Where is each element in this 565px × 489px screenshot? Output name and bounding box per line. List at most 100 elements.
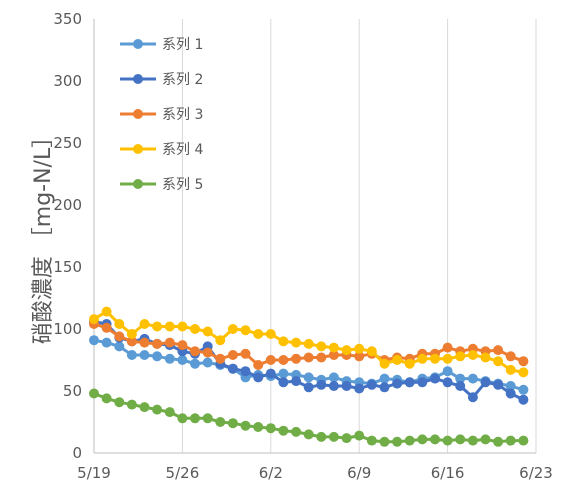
data-point	[202, 413, 213, 424]
data-point	[253, 372, 264, 383]
data-point	[493, 345, 504, 356]
data-point	[164, 321, 175, 332]
data-point	[101, 306, 112, 317]
data-point	[190, 324, 200, 334]
data-point	[505, 381, 516, 391]
data-point	[139, 350, 150, 360]
legend-label: 系列 2	[162, 72, 203, 88]
data-point	[341, 381, 352, 391]
data-point	[190, 346, 200, 357]
data-point	[202, 326, 213, 337]
data-point	[518, 356, 529, 367]
data-point	[328, 350, 339, 360]
data-point	[417, 353, 428, 364]
data-point	[392, 378, 403, 389]
y-tick-label: 250	[53, 134, 82, 152]
data-point	[354, 351, 365, 362]
data-point	[278, 368, 289, 379]
legend-item: 系列 1	[120, 37, 203, 53]
y-tick-label: 150	[53, 258, 82, 276]
data-point	[164, 353, 175, 364]
data-point	[303, 352, 314, 363]
data-point	[278, 336, 289, 347]
data-point	[227, 363, 238, 374]
data-point	[303, 372, 314, 383]
data-point	[303, 382, 314, 393]
x-tick-label: 6/2	[259, 464, 283, 482]
x-tick-label: 5/26	[166, 464, 200, 482]
data-point	[493, 356, 504, 367]
data-point	[404, 435, 415, 446]
data-point	[101, 393, 112, 404]
data-point	[215, 417, 226, 427]
data-point	[430, 434, 440, 445]
series-layer	[89, 306, 529, 447]
legend-label: 系列 1	[162, 37, 203, 53]
legend-swatch-marker	[133, 144, 143, 154]
data-point	[177, 340, 188, 351]
data-point	[404, 358, 415, 369]
legend-label: 系列 4	[162, 142, 203, 158]
data-point	[253, 360, 264, 370]
legend-swatch-marker	[133, 179, 143, 189]
data-point	[139, 337, 150, 348]
y-tick-label: 300	[53, 72, 82, 90]
data-point	[152, 351, 163, 362]
data-point	[126, 350, 137, 360]
legend-swatch-marker	[133, 109, 143, 119]
data-point	[341, 433, 352, 444]
y-tick-label: 350	[53, 10, 82, 28]
data-point	[152, 321, 163, 332]
data-point	[328, 342, 339, 353]
data-point	[177, 321, 188, 332]
data-point	[177, 413, 188, 424]
data-point	[493, 436, 504, 447]
data-point	[278, 425, 289, 436]
data-point	[202, 347, 213, 358]
data-point	[316, 431, 327, 442]
legend-label: 系列 5	[162, 177, 203, 193]
data-point	[114, 397, 125, 408]
data-point	[417, 434, 428, 445]
data-point	[505, 388, 516, 399]
legend-swatch-marker	[133, 74, 143, 84]
data-point	[354, 383, 365, 394]
data-point	[442, 353, 453, 364]
data-point	[328, 372, 339, 383]
data-point	[518, 367, 529, 378]
data-point	[303, 429, 314, 440]
data-point	[467, 350, 478, 360]
data-point	[366, 379, 377, 390]
data-point	[89, 335, 99, 346]
y-tick-label: 0	[72, 444, 82, 462]
data-point	[442, 377, 453, 388]
data-point	[366, 435, 377, 446]
data-point	[152, 404, 163, 415]
y-tick-label: 200	[53, 196, 82, 214]
data-point	[240, 420, 251, 431]
data-point	[430, 373, 440, 384]
data-point	[341, 345, 352, 356]
data-point	[354, 343, 365, 354]
data-point	[89, 314, 99, 325]
data-point	[518, 435, 529, 446]
data-point	[442, 435, 453, 446]
legend: 系列 1 系列 2 系列 3 系列 4 系列 5	[120, 37, 203, 193]
data-point	[101, 337, 112, 348]
data-point	[316, 379, 327, 390]
legend-swatch-marker	[133, 39, 143, 49]
legend-label: 系列 3	[162, 107, 203, 123]
x-tick-label: 6/16	[431, 464, 465, 482]
data-point	[126, 329, 137, 339]
data-point	[215, 353, 226, 364]
data-point	[316, 352, 327, 363]
legend-item: 系列 4	[120, 142, 203, 158]
data-point	[291, 426, 302, 437]
data-point	[480, 352, 491, 363]
data-point	[505, 351, 516, 362]
data-point	[518, 394, 529, 405]
series-5	[89, 388, 529, 447]
data-point	[316, 341, 327, 352]
data-point	[455, 434, 466, 445]
data-point	[202, 357, 213, 368]
